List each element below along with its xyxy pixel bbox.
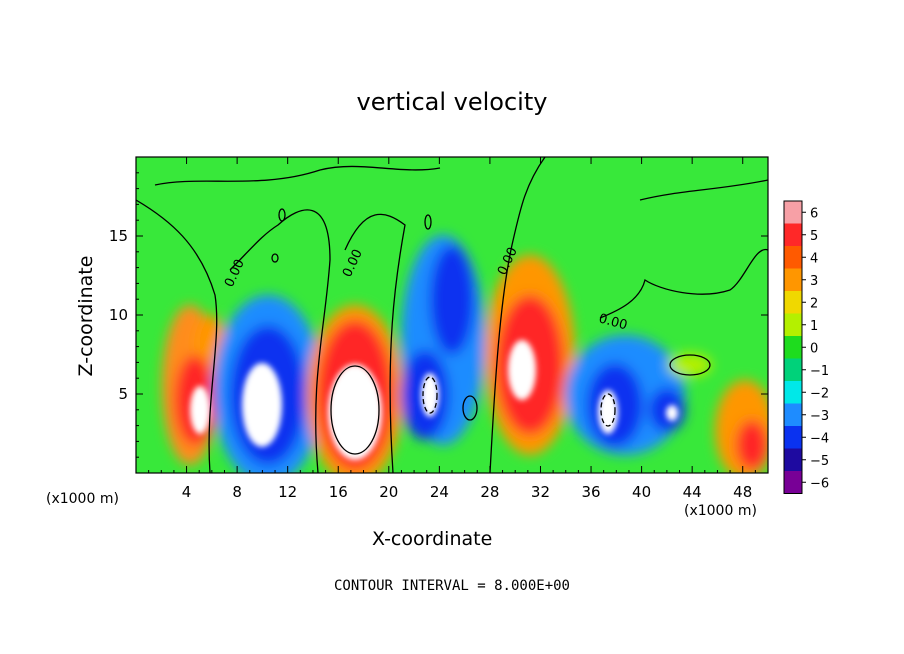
zero-contour-9 (669, 354, 711, 376)
colorbar-swatch (784, 201, 802, 224)
x-tick-label: 36 (581, 483, 600, 501)
zero-contour-10 (278, 208, 286, 222)
x-tick-label: 8 (232, 483, 242, 501)
updraft-x31-peak (508, 340, 536, 400)
x-tick-label: 20 (379, 483, 398, 501)
x-tick-label: 4 (182, 483, 192, 501)
colorbar-swatch (784, 313, 802, 336)
colorbar-label: 4 (810, 251, 818, 266)
downdraft-x11-peak (242, 363, 282, 447)
colorbar-label: −6 (810, 476, 829, 491)
zero-contour-5 (599, 249, 768, 319)
colorbar-label: 1 (810, 319, 818, 334)
chart-title: vertical velocity (356, 88, 548, 116)
downdraft-x38-peak (598, 390, 618, 434)
colorbar-swatch (784, 246, 802, 269)
colorbar-label: −1 (810, 364, 829, 379)
colorbar-swatch (784, 426, 802, 449)
colorbar-swatch (784, 336, 802, 359)
x-unit-right: (x1000 m) (684, 503, 757, 519)
zero-contour-2 (229, 209, 331, 473)
colorbar-label: −5 (810, 454, 829, 469)
colorbar-label: 2 (810, 296, 818, 311)
x-axis: 4 8 12 16 20 24 28 32 36 40 44 48 (148, 157, 756, 501)
zero-contour-4 (489, 157, 546, 473)
contour-neg8-x23 (422, 376, 438, 414)
velocity-field-cores (190, 340, 678, 460)
updraft-x17-peak (328, 364, 382, 460)
zero-contours (136, 157, 768, 473)
zero-contour-7 (639, 179, 768, 201)
x-tick-label: 16 (329, 483, 348, 501)
colorbar-swatch (784, 268, 802, 291)
x-tick-label: 40 (632, 483, 651, 501)
contour-label: 0.00 (597, 311, 629, 333)
x-tick-label: 24 (430, 483, 449, 501)
colorbar-label: −2 (810, 386, 829, 401)
colorbar-label: −4 (810, 431, 829, 446)
colorbar-swatch (784, 381, 802, 404)
contour-interval-note: CONTOUR INTERVAL = 8.000E+00 (333, 578, 570, 594)
contour-neg8-x38 (600, 393, 616, 427)
updraft-x4-peak (190, 386, 210, 434)
x-tick-label: 28 (480, 483, 499, 501)
x-unit-left: (x1000 m) (46, 491, 119, 507)
colorbar-label: 5 (810, 229, 818, 244)
y-tick-label: 15 (109, 227, 128, 245)
colorbar-swatch (784, 403, 802, 426)
colorbar-swatch (784, 471, 802, 494)
zero-contour-6 (154, 165, 441, 186)
weak-updraft-x44 (668, 353, 712, 377)
downdraft-x42-peak (666, 405, 678, 421)
x-axis-label: X-coordinate (372, 528, 493, 550)
colorbar-label: 6 (810, 206, 818, 221)
zero-contour-12 (424, 214, 432, 230)
downdraft-x23-peak (421, 373, 439, 417)
colorbar-label: 0 (810, 341, 818, 356)
x-tick-label: 32 (531, 483, 550, 501)
velocity-field: 0.00 0.00 0.00 0.00 (136, 157, 768, 473)
contour-8-x17 (330, 365, 380, 455)
y-axis: 5 10 15 (109, 172, 768, 458)
downdraft-x25-upper (430, 245, 474, 355)
updraft-x48-core (736, 420, 768, 470)
colorbar: 6 5 4 3 2 1 0 −1 −2 −3 −4 −5 −6 (783, 200, 829, 494)
colorbar-swatch (784, 223, 802, 246)
x-tick-label: 44 (683, 483, 702, 501)
colorbar-swatch (784, 358, 802, 381)
zero-contour-11 (271, 253, 279, 263)
y-tick-label: 10 (109, 306, 128, 324)
y-tick-label: 5 (118, 385, 128, 403)
zero-contour-8 (462, 395, 478, 421)
x-tick-label: 12 (278, 483, 297, 501)
zero-contour-3 (344, 213, 406, 473)
colorbar-label: 3 (810, 274, 818, 289)
colorbar-swatch (784, 448, 802, 471)
y-axis-label: Z-coordinate (75, 255, 97, 377)
x-tick-label: 48 (733, 483, 752, 501)
colorbar-label: −3 (810, 409, 829, 424)
zero-contour-1 (136, 199, 218, 473)
colorbar-swatch (784, 291, 802, 314)
